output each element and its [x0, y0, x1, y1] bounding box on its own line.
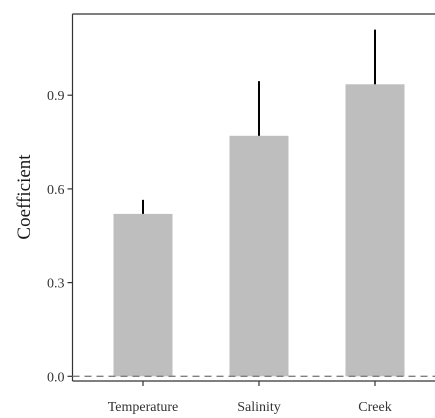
- x-tick-label: Creek: [358, 400, 391, 415]
- y-axis-ticks: 0.0 0.3 0.6 0.9: [47, 89, 73, 385]
- x-axis-ticks: Temperature Salinity Creek: [108, 381, 392, 415]
- y-axis-title: Coefficient: [14, 154, 35, 240]
- bar-creek: [345, 84, 405, 377]
- y-tick-label: 0.3: [47, 277, 65, 292]
- x-tick-label: Salinity: [237, 400, 281, 415]
- bar-temperature: [113, 213, 173, 377]
- y-tick-label: 0.0: [47, 370, 65, 385]
- error-bars: [142, 29, 376, 214]
- y-tick-label: 0.9: [47, 89, 65, 104]
- x-tick-label: Temperature: [108, 400, 179, 415]
- y-tick-label: 0.6: [47, 183, 65, 198]
- bar-salinity: [229, 135, 289, 377]
- bars: [113, 84, 405, 377]
